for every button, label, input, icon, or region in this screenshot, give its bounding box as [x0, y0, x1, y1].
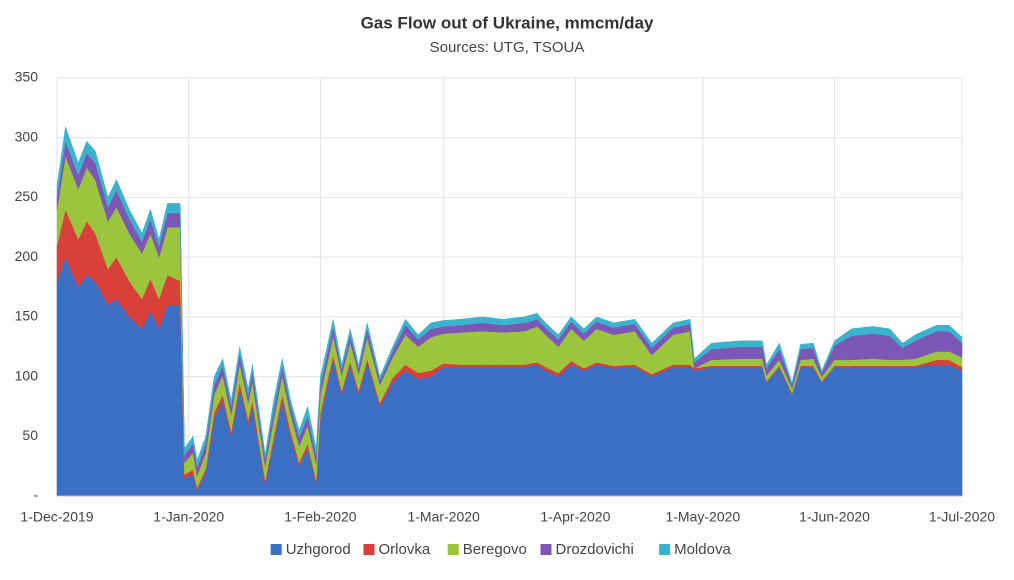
- legend-swatch: [270, 544, 282, 555]
- y-tick-label: 150: [15, 308, 39, 324]
- y-tick-label: 250: [15, 188, 39, 204]
- area: [56, 126, 963, 469]
- y-tick-label: 100: [15, 367, 39, 383]
- legend-label: Orlovka: [379, 541, 431, 558]
- chart-subtitle: Sources: UTG, TSOUA: [430, 39, 585, 56]
- legend-label: Uzhgorod: [286, 541, 351, 558]
- legend-swatch: [540, 544, 552, 555]
- legend-swatch: [447, 544, 459, 555]
- x-tick-label: 1-Jul-2020: [929, 509, 995, 525]
- x-tick-label: 1-May-2020: [665, 509, 740, 525]
- x-tick-label: 1-Jan-2020: [153, 509, 224, 525]
- legend-label: Beregovo: [463, 541, 527, 558]
- y-tick-label: 350: [15, 69, 39, 85]
- legend-label: Drozdovichi: [556, 541, 634, 558]
- x-tick-label: 1-Dec-2019: [20, 509, 93, 525]
- x-tick-label: 1-Jun-2020: [799, 509, 870, 525]
- legend-label: Moldova: [674, 541, 731, 558]
- legend-swatch: [659, 544, 671, 555]
- x-tick-label: 1-Mar-2020: [407, 509, 480, 525]
- legend-swatch: [363, 544, 375, 555]
- y-tick-label: 50: [22, 427, 38, 443]
- chart-title: Gas Flow out of Ukraine, mmcm/day: [361, 13, 654, 32]
- y-tick-label: 200: [15, 248, 39, 264]
- x-tick-label: 1-Apr-2020: [540, 509, 610, 525]
- x-tick-label: 1-Feb-2020: [284, 509, 357, 525]
- y-tick-label: 300: [15, 128, 39, 144]
- y-tick-label: -: [33, 487, 38, 503]
